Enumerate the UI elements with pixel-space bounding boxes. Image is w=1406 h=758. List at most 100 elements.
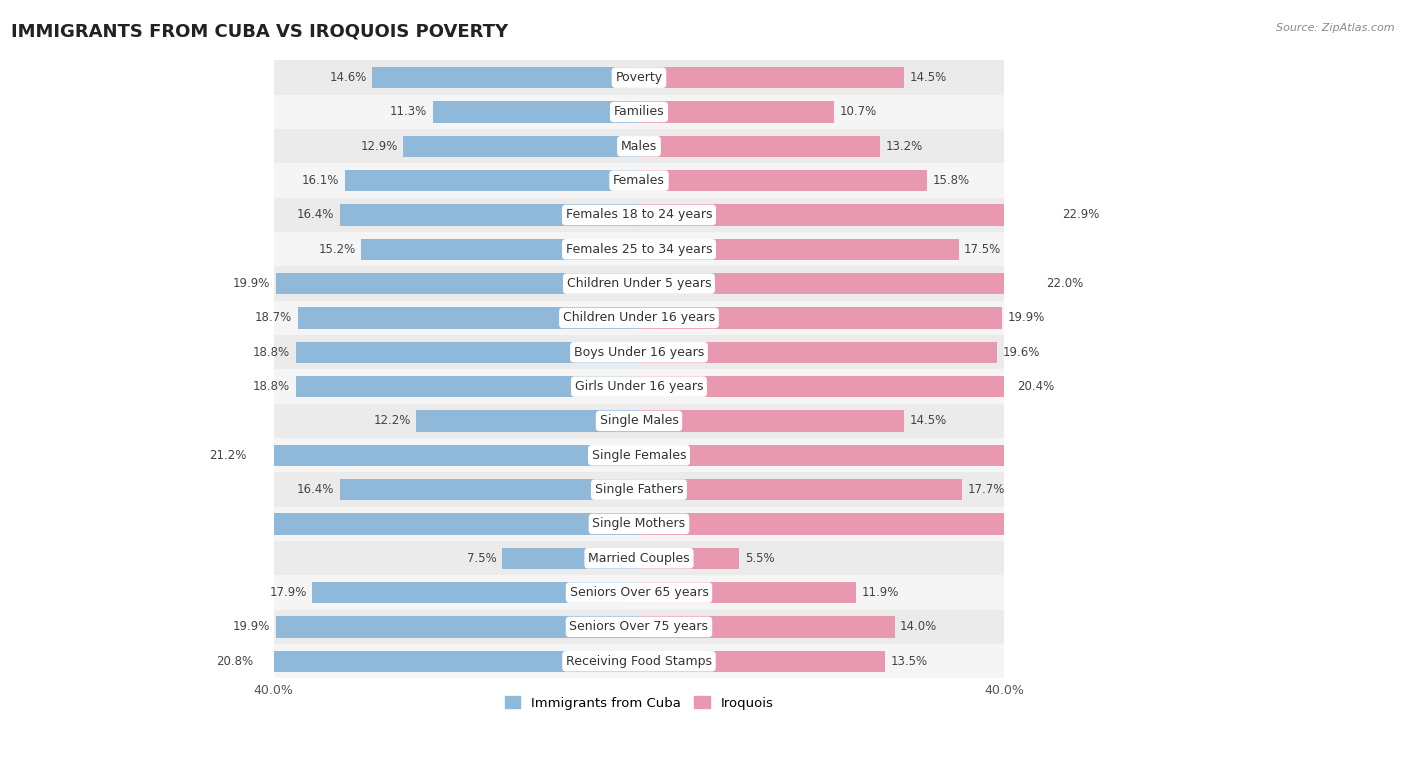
Text: Boys Under 16 years: Boys Under 16 years <box>574 346 704 359</box>
Bar <box>373 67 638 88</box>
Bar <box>259 650 638 672</box>
Bar <box>638 376 1011 397</box>
Bar <box>274 301 1004 335</box>
Bar <box>274 472 1004 507</box>
Text: 15.8%: 15.8% <box>934 174 970 187</box>
Bar <box>638 547 740 569</box>
Text: 21.2%: 21.2% <box>209 449 246 462</box>
Bar <box>274 575 1004 609</box>
Text: 17.9%: 17.9% <box>270 586 307 599</box>
Text: 7.5%: 7.5% <box>467 552 496 565</box>
Bar <box>404 136 638 157</box>
Text: 11.9%: 11.9% <box>862 586 898 599</box>
Text: Single Females: Single Females <box>592 449 686 462</box>
Text: Source: ZipAtlas.com: Source: ZipAtlas.com <box>1277 23 1395 33</box>
Text: 19.9%: 19.9% <box>233 277 270 290</box>
Text: Girls Under 16 years: Girls Under 16 years <box>575 380 703 393</box>
Text: Children Under 5 years: Children Under 5 years <box>567 277 711 290</box>
Bar <box>638 650 886 672</box>
Bar <box>638 67 904 88</box>
Text: 17.5%: 17.5% <box>965 243 1001 255</box>
Text: Seniors Over 75 years: Seniors Over 75 years <box>569 621 709 634</box>
Bar <box>638 479 962 500</box>
Bar <box>276 616 638 637</box>
Bar <box>339 205 638 226</box>
Bar <box>339 479 638 500</box>
Text: Single Mothers: Single Mothers <box>592 518 686 531</box>
Bar <box>638 616 894 637</box>
Text: Poverty: Poverty <box>616 71 662 84</box>
Text: 14.5%: 14.5% <box>910 71 946 84</box>
Bar <box>416 410 638 431</box>
Text: 25.7%: 25.7% <box>1056 449 1097 462</box>
Text: Married Couples: Married Couples <box>588 552 690 565</box>
Bar <box>638 342 997 363</box>
Bar <box>361 239 638 260</box>
Text: 17.7%: 17.7% <box>967 483 1005 496</box>
Text: 16.1%: 16.1% <box>302 174 339 187</box>
Text: 22.9%: 22.9% <box>1063 208 1099 221</box>
Bar <box>274 404 1004 438</box>
Text: 18.8%: 18.8% <box>253 346 290 359</box>
Bar <box>90 513 638 534</box>
Text: 30.1%: 30.1% <box>100 518 141 531</box>
Bar <box>298 307 638 329</box>
Bar <box>638 410 904 431</box>
Bar <box>274 129 1004 164</box>
Bar <box>295 342 638 363</box>
Text: 20.8%: 20.8% <box>217 655 253 668</box>
Text: 14.5%: 14.5% <box>910 415 946 428</box>
Bar <box>638 307 1002 329</box>
Bar <box>274 164 1004 198</box>
Text: Females 25 to 34 years: Females 25 to 34 years <box>565 243 713 255</box>
Bar <box>638 170 928 191</box>
Text: Males: Males <box>621 139 657 153</box>
Text: 18.8%: 18.8% <box>253 380 290 393</box>
Bar <box>344 170 638 191</box>
Bar <box>274 335 1004 369</box>
Bar <box>274 232 1004 267</box>
Text: 13.2%: 13.2% <box>886 139 922 153</box>
Bar <box>638 445 1108 466</box>
Bar <box>638 102 834 123</box>
Text: 18.7%: 18.7% <box>254 312 292 324</box>
Bar <box>433 102 638 123</box>
Text: Seniors Over 65 years: Seniors Over 65 years <box>569 586 709 599</box>
Bar <box>638 205 1057 226</box>
Bar <box>638 582 856 603</box>
Bar <box>312 582 638 603</box>
Text: Receiving Food Stamps: Receiving Food Stamps <box>567 655 711 668</box>
Text: IMMIGRANTS FROM CUBA VS IROQUOIS POVERTY: IMMIGRANTS FROM CUBA VS IROQUOIS POVERTY <box>11 23 509 41</box>
Text: 19.9%: 19.9% <box>1008 312 1045 324</box>
Text: 22.0%: 22.0% <box>1046 277 1084 290</box>
Text: 14.0%: 14.0% <box>900 621 938 634</box>
Text: 10.7%: 10.7% <box>839 105 877 118</box>
Bar <box>274 609 1004 644</box>
Text: 20.4%: 20.4% <box>1017 380 1054 393</box>
Text: 34.8%: 34.8% <box>1222 518 1264 531</box>
Bar <box>638 273 1040 294</box>
Bar <box>274 267 1004 301</box>
Text: 16.4%: 16.4% <box>297 483 335 496</box>
Text: Families: Families <box>613 105 664 118</box>
Bar <box>638 513 1274 534</box>
Text: Children Under 16 years: Children Under 16 years <box>562 312 716 324</box>
Bar <box>276 273 638 294</box>
Bar <box>295 376 638 397</box>
Bar <box>274 541 1004 575</box>
Text: 12.2%: 12.2% <box>374 415 411 428</box>
Bar <box>502 547 638 569</box>
Text: 5.5%: 5.5% <box>745 552 775 565</box>
Bar <box>274 644 1004 678</box>
Text: Females 18 to 24 years: Females 18 to 24 years <box>565 208 713 221</box>
Text: Females: Females <box>613 174 665 187</box>
Legend: Immigrants from Cuba, Iroquois: Immigrants from Cuba, Iroquois <box>499 691 779 715</box>
Bar <box>274 438 1004 472</box>
Bar <box>274 507 1004 541</box>
Text: 19.9%: 19.9% <box>233 621 270 634</box>
Text: 16.4%: 16.4% <box>297 208 335 221</box>
Bar <box>274 198 1004 232</box>
Text: 11.3%: 11.3% <box>389 105 427 118</box>
Text: 14.6%: 14.6% <box>329 71 367 84</box>
Bar <box>274 61 1004 95</box>
